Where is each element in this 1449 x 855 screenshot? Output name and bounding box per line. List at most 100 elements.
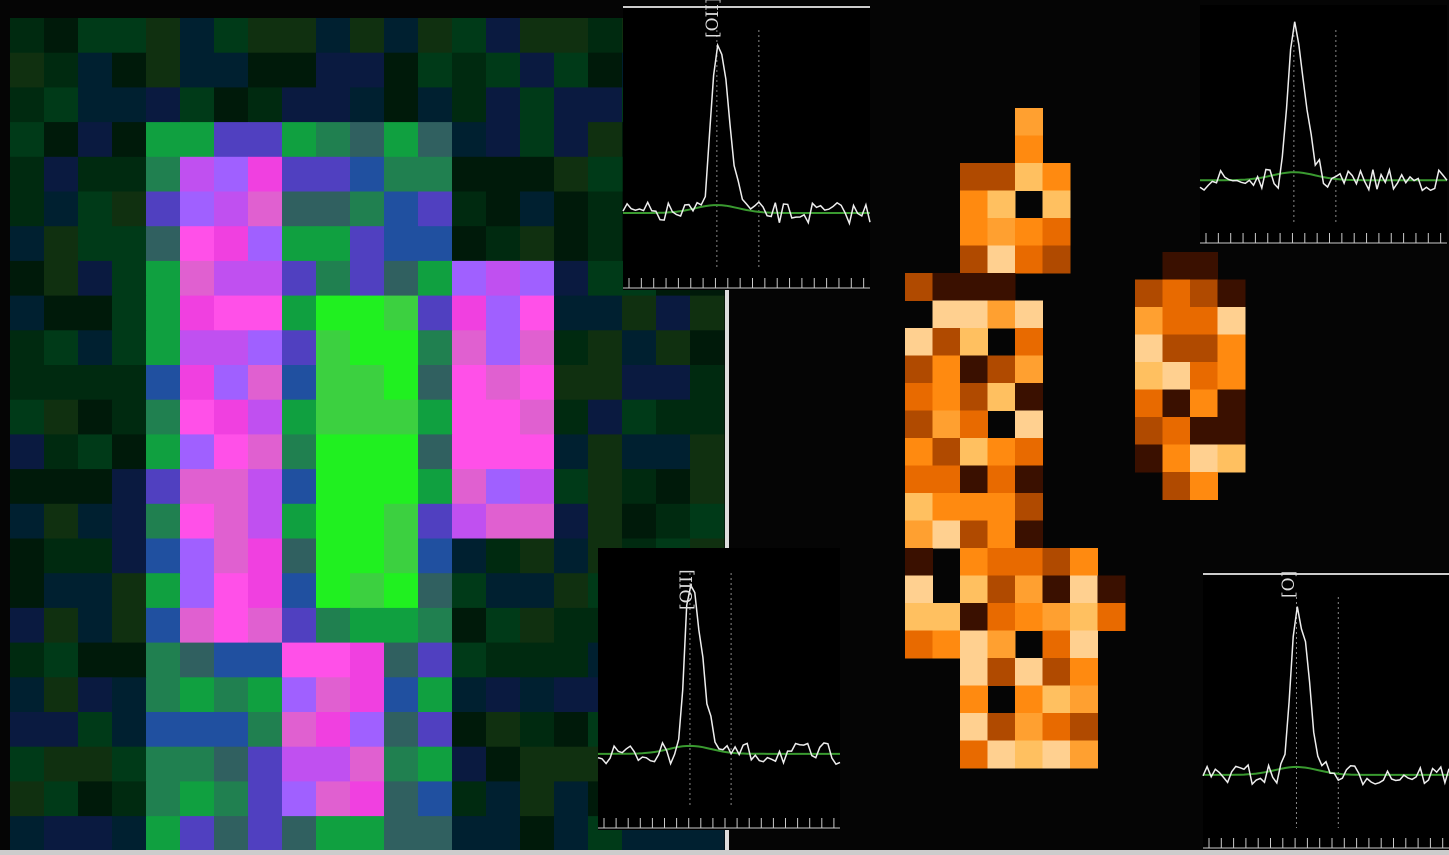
pixel	[146, 539, 181, 574]
pixel	[282, 157, 317, 192]
pixel	[10, 87, 45, 122]
pixel	[690, 504, 725, 539]
pixel	[180, 296, 215, 331]
pixel	[1043, 631, 1071, 659]
pixel	[520, 781, 555, 816]
pixel	[180, 712, 215, 747]
pixel	[44, 53, 79, 88]
pixel	[78, 573, 113, 608]
pixel	[933, 383, 961, 411]
pixel	[656, 434, 691, 469]
pixel	[282, 122, 317, 157]
pixel	[486, 504, 521, 539]
pixel	[316, 643, 351, 678]
pixel	[1043, 576, 1071, 604]
pixel	[350, 261, 385, 296]
pixel	[988, 191, 1016, 219]
pixel	[44, 157, 79, 192]
pixel	[214, 18, 249, 53]
pixel	[248, 677, 283, 712]
pixel	[146, 677, 181, 712]
pixel	[214, 330, 249, 365]
pixel	[988, 493, 1016, 521]
pixel	[146, 747, 181, 782]
pixel	[520, 53, 555, 88]
pixel	[384, 122, 419, 157]
pixel	[520, 87, 555, 122]
pixel	[214, 712, 249, 747]
pixel	[248, 573, 283, 608]
pixel	[554, 157, 589, 192]
pixel	[112, 677, 147, 712]
pixel	[180, 434, 215, 469]
pixel	[486, 365, 521, 400]
pixel	[1190, 445, 1218, 473]
pixel	[520, 157, 555, 192]
pixel	[44, 365, 79, 400]
pixel	[112, 261, 147, 296]
pixel	[214, 539, 249, 574]
line-label: [OII]	[677, 569, 697, 610]
pixel	[1163, 417, 1191, 445]
pixel	[520, 573, 555, 608]
pixel	[10, 122, 45, 157]
pixel	[214, 192, 249, 227]
pixel	[933, 411, 961, 439]
pixel	[452, 504, 487, 539]
pixel	[44, 781, 79, 816]
pixel	[350, 469, 385, 504]
pixel	[1043, 713, 1071, 741]
pixel	[10, 365, 45, 400]
pixel	[1015, 383, 1043, 411]
pixel	[384, 226, 419, 261]
pixel	[112, 330, 147, 365]
pixel	[350, 157, 385, 192]
pixel	[1098, 576, 1126, 604]
pixel	[316, 261, 351, 296]
pixel	[554, 816, 589, 851]
pixel	[452, 573, 487, 608]
pixel	[282, 643, 317, 678]
pixel	[78, 469, 113, 504]
pixel	[384, 573, 419, 608]
pixel	[554, 87, 589, 122]
pixel	[960, 218, 988, 246]
pixel	[44, 400, 79, 435]
pixel	[1218, 390, 1246, 418]
pixel	[384, 712, 419, 747]
pixel	[248, 18, 283, 53]
pixel	[588, 53, 623, 88]
pixel	[248, 226, 283, 261]
pixel	[520, 712, 555, 747]
pixel	[350, 53, 385, 88]
pixel	[316, 400, 351, 435]
pixel	[588, 157, 623, 192]
pixel	[988, 466, 1016, 494]
pixel	[1163, 472, 1191, 500]
pixel	[418, 87, 453, 122]
pixel	[588, 261, 623, 296]
pixel	[1135, 307, 1163, 335]
pixel	[112, 192, 147, 227]
pixel	[1043, 191, 1071, 219]
pixel	[146, 608, 181, 643]
pixel	[10, 643, 45, 678]
pixel	[554, 677, 589, 712]
pixel	[146, 261, 181, 296]
pixel	[44, 677, 79, 712]
pixel	[933, 301, 961, 329]
pixel	[78, 87, 113, 122]
pixel	[622, 365, 657, 400]
pixel	[1163, 362, 1191, 390]
pixel	[905, 411, 933, 439]
pixel	[418, 643, 453, 678]
inset-bg	[1203, 572, 1449, 850]
pixel	[248, 400, 283, 435]
pixel	[960, 301, 988, 329]
pixel	[520, 677, 555, 712]
pixel	[1163, 252, 1191, 280]
pixel	[452, 643, 487, 678]
pixel	[554, 365, 589, 400]
pixel	[418, 781, 453, 816]
pixel	[486, 296, 521, 331]
